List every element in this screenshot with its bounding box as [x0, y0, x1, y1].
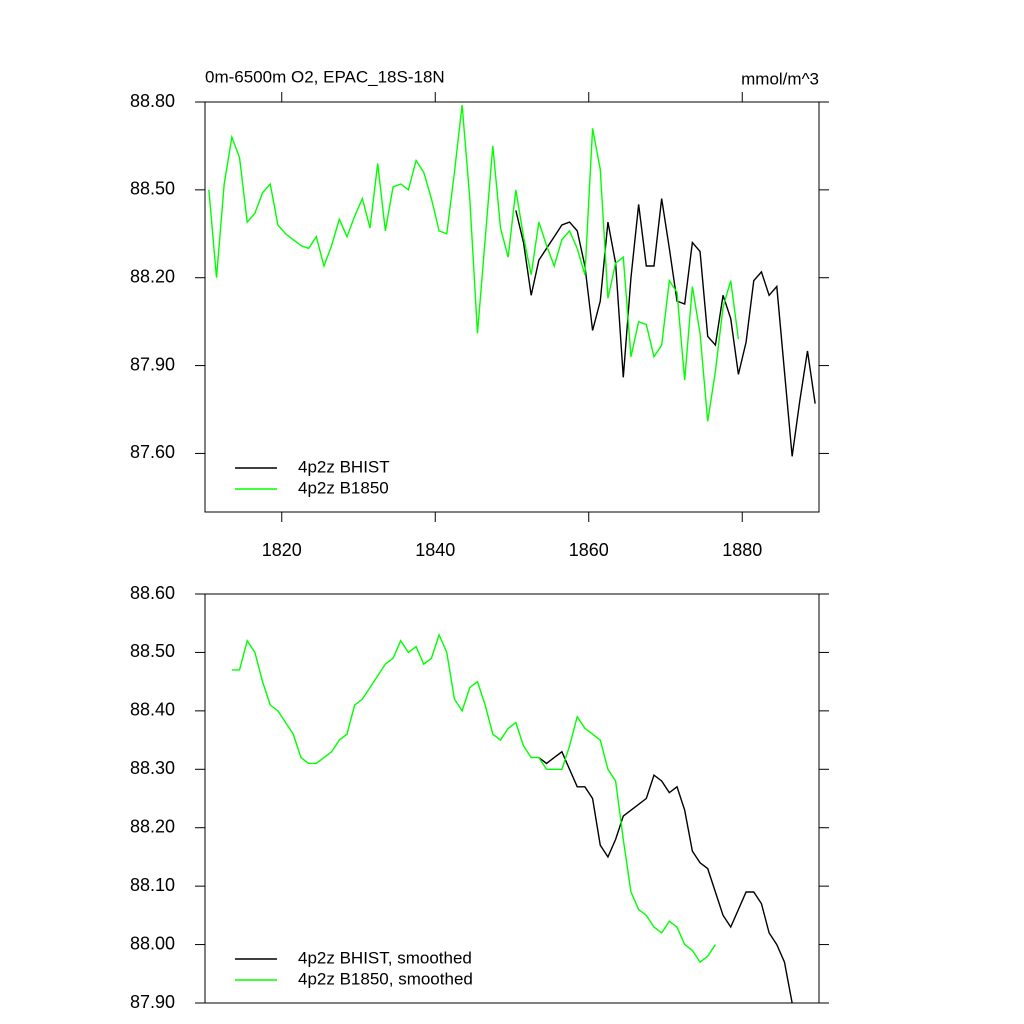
y-tick-label: 88.50	[130, 641, 175, 661]
legend-label: 4p2z B1850, smoothed	[298, 969, 473, 988]
plot-frame	[204, 593, 820, 1004]
y-tick-label: 88.50	[130, 179, 175, 199]
x-tick-label: 1820	[262, 540, 302, 560]
legend-label: 4p2z B1850	[298, 478, 389, 497]
y-tick-label: 88.20	[130, 816, 175, 836]
y-tick-label: 88.10	[130, 875, 175, 895]
y-tick-label: 87.90	[130, 992, 175, 1012]
y-tick-label: 87.60	[130, 442, 175, 462]
series-line	[538, 750, 793, 1003]
y-tick-label: 88.20	[130, 266, 175, 286]
y-tick-label: 88.00	[130, 933, 175, 953]
y-tick-label: 88.80	[130, 91, 175, 111]
y-tick-label: 88.30	[130, 758, 175, 778]
x-tick-label: 1880	[722, 540, 762, 560]
y-tick-label: 87.90	[130, 354, 175, 374]
units-label: mmol/m^3	[741, 69, 819, 88]
chart-title: 0m-6500m O2, EPAC_18S-18N	[205, 67, 445, 86]
legend-label: 4p2z BHIST, smoothed	[298, 948, 472, 967]
x-tick-label: 1860	[569, 540, 609, 560]
plot-area	[208, 104, 816, 457]
series-line	[231, 632, 716, 964]
plot-frame	[204, 101, 820, 513]
series-line	[515, 198, 816, 457]
legend-label: 4p2z BHIST	[298, 457, 390, 476]
plot-area	[231, 632, 793, 1003]
y-tick-label: 88.40	[130, 700, 175, 720]
series-line	[208, 104, 740, 422]
x-tick-label: 1840	[415, 540, 455, 560]
y-tick-label: 88.60	[130, 583, 175, 603]
